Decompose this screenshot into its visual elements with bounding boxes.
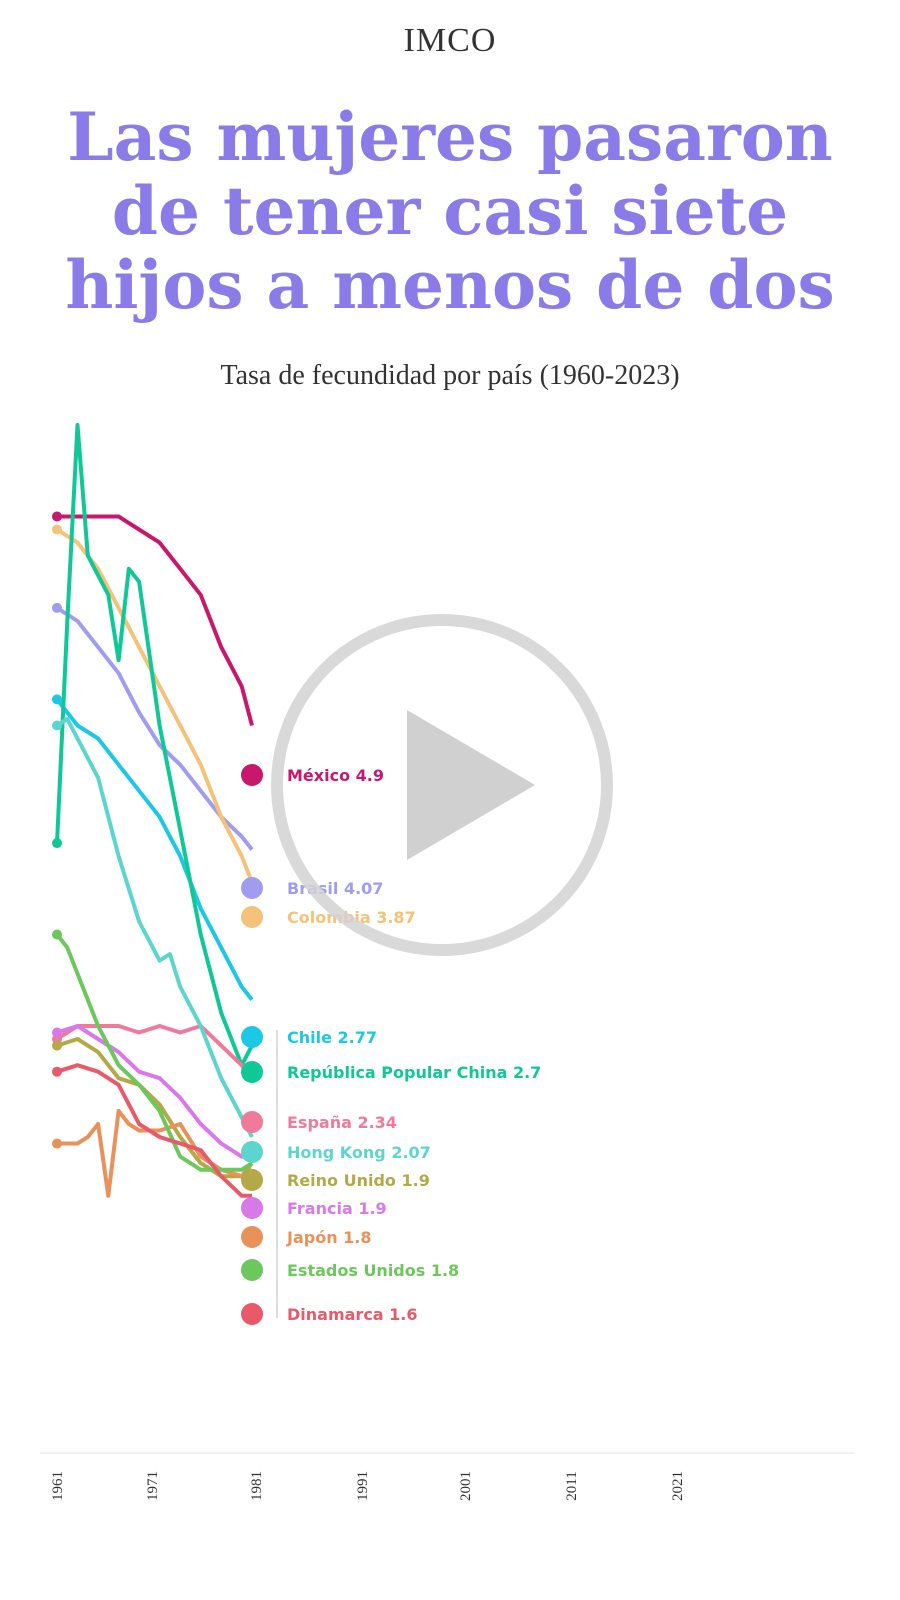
series-label-francia: Francia 1.9	[287, 1199, 387, 1218]
series-end-point-estados-unidos	[241, 1259, 263, 1281]
series-line-francia	[56, 1024, 252, 1159]
series-start-point	[52, 1138, 62, 1149]
series-line-chile	[55, 698, 254, 1002]
series-end-point-colombia	[241, 906, 263, 928]
series-lines	[52, 423, 254, 1198]
x-tick-label: 2011	[564, 1471, 580, 1500]
series-line-estados-unidos	[55, 933, 254, 1172]
series-line-brasil	[55, 606, 254, 851]
series-label-japon: Japón 1.8	[286, 1228, 372, 1247]
series-start-point	[52, 602, 62, 613]
series-line-mexico	[57, 514, 254, 727]
series-end-point-hong-kong	[241, 1141, 263, 1163]
series-start-point	[52, 1066, 62, 1077]
series-label-reino-unido: Reino Unido 1.9	[287, 1171, 430, 1190]
x-tick-label: 1981	[249, 1471, 265, 1501]
series-label-republica-popular-china: República Popular China 2.7	[287, 1063, 541, 1082]
x-tick-label: 1971	[145, 1471, 161, 1501]
series-end-point-japon	[241, 1226, 263, 1248]
series-end-point-dinamarca	[241, 1303, 263, 1325]
series-start-point	[52, 694, 62, 705]
series-line-reino-unido	[56, 1037, 254, 1179]
x-tick-label: 1961	[50, 1471, 66, 1501]
imco-logo: IMCO	[403, 22, 497, 59]
series-start-point	[52, 929, 62, 940]
series-start-point	[52, 524, 62, 535]
series-line-colombia	[55, 527, 254, 884]
series-start-point	[52, 838, 62, 849]
series-line-dinamarca	[56, 1063, 252, 1198]
series-label-estados-unidos: Estados Unidos 1.8	[287, 1261, 459, 1280]
series-start-point	[52, 1027, 62, 1038]
series-start-point	[52, 511, 62, 522]
series-start-point	[52, 720, 62, 731]
series-label-chile: Chile 2.77	[287, 1028, 377, 1047]
series-label-espana: España 2.34	[287, 1113, 397, 1132]
play-icon[interactable]	[267, 610, 617, 960]
series-end-point-brasil	[241, 877, 263, 899]
series-end-point-reino-unido	[241, 1169, 263, 1191]
series-end-point-chile	[241, 1026, 263, 1048]
series-label-dinamarca: Dinamarca 1.6	[287, 1305, 418, 1324]
series-line-republica-popular-china	[55, 423, 254, 1068]
series-label-hong-kong: Hong Kong 2.07	[287, 1143, 431, 1162]
x-axis: 1961 1971 1981 1991 2001 2011 2021	[40, 1452, 855, 1501]
x-tick-label: 1991	[355, 1471, 371, 1501]
series-end-point-republica-popular-china	[241, 1061, 263, 1083]
series-line-espana	[55, 1024, 254, 1080]
series-line-japon	[57, 1108, 254, 1198]
series-end-point-espana	[241, 1111, 263, 1133]
series-label-mexico: México 4.9	[287, 766, 384, 785]
series-end-point-mexico	[241, 764, 263, 786]
x-tick-label: 2001	[458, 1471, 474, 1501]
chart-subtitle: Tasa de fecundidad por país (1960-2023)	[220, 360, 680, 391]
series-end-point-francia	[241, 1197, 263, 1219]
series-start-point	[52, 1040, 62, 1051]
series-line-hong-kong	[55, 717, 254, 1138]
x-tick-label: 2021	[670, 1471, 686, 1501]
page-title: Las mujeres pasaron de tener casi siete …	[65, 98, 835, 324]
